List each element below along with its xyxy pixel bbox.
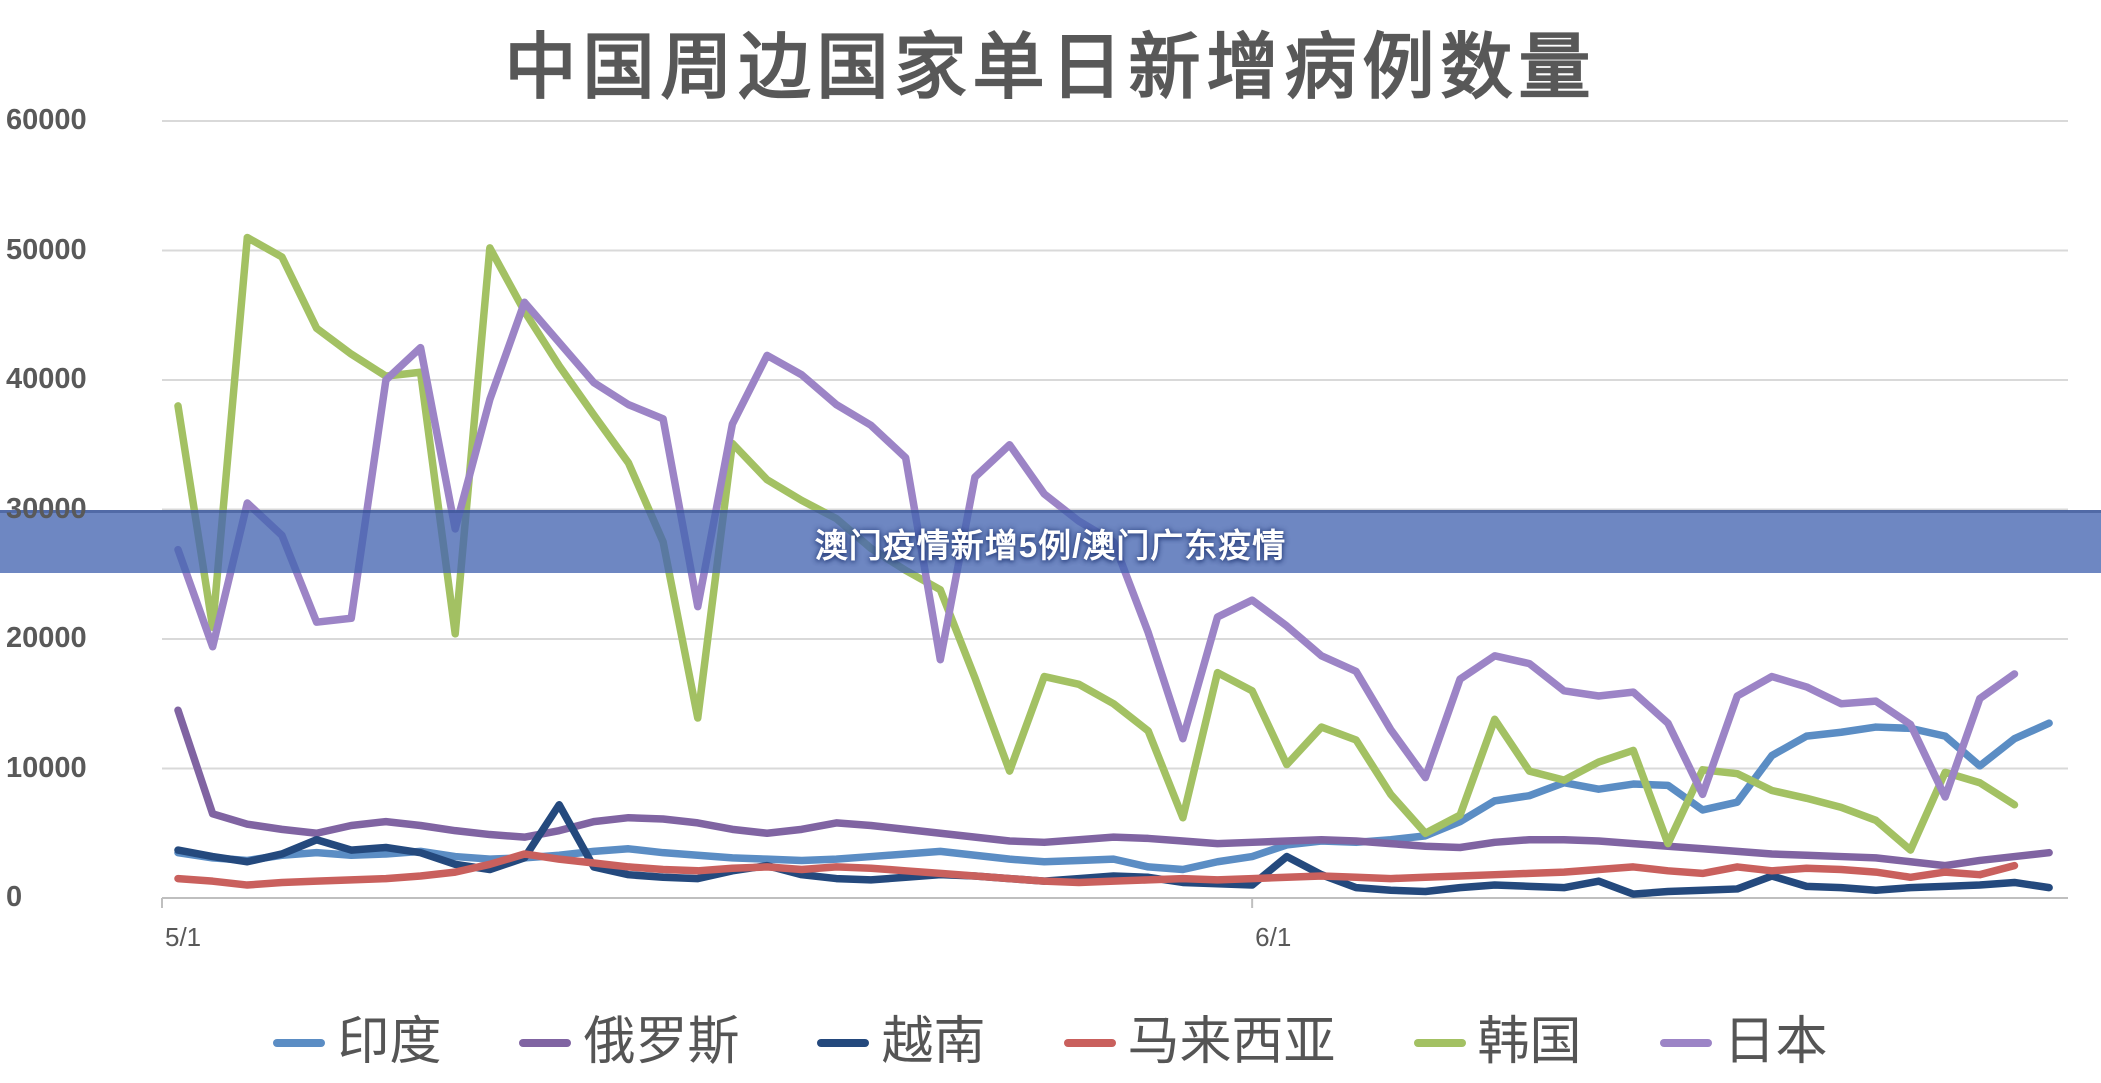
y-axis-label: 50000 <box>6 233 87 266</box>
legend-item-japan: 日本 <box>1659 1014 1828 1071</box>
legend-item-malaysia: 马来西亚 <box>1063 1014 1336 1071</box>
x-axis-label: 6/1 <box>1255 922 1292 952</box>
legend-swatch-malaysia <box>1063 1039 1116 1047</box>
series-line-俄罗斯 <box>174 706 2053 870</box>
y-axis-label: 20000 <box>6 622 87 654</box>
legend-item-vietnam: 越南 <box>817 1014 986 1071</box>
y-axis-label: 60000 <box>6 104 87 136</box>
series-line-越南 <box>174 801 2053 898</box>
y-axis-label: 10000 <box>6 751 87 784</box>
legend-label-korea: 韩国 <box>1477 1014 1582 1071</box>
series-line-马来西亚 <box>174 850 2019 889</box>
legend-swatch-korea <box>1413 1039 1466 1047</box>
legend-label-vietnam: 越南 <box>881 1014 986 1071</box>
overlay-banner: 澳门疫情新增5例/澳门广东疫情 <box>0 510 2101 573</box>
legend-label-malaysia: 马来西亚 <box>1127 1014 1336 1071</box>
legend-swatch-vietnam <box>817 1039 870 1047</box>
y-axis-label: 0 <box>6 881 23 913</box>
legend-label-japan: 日本 <box>1723 1014 1828 1071</box>
legend-swatch-india <box>273 1039 326 1047</box>
legend-item-india: 印度 <box>273 1017 441 1069</box>
legend-label-russia: 俄罗斯 <box>583 1014 740 1071</box>
chart-legend: 印度 俄罗斯 越南 马来西亚 韩国 日本 <box>0 1017 2101 1069</box>
legend-swatch-russia <box>519 1039 572 1047</box>
y-axis-label: 30000 <box>6 492 87 525</box>
legend-item-korea: 韩国 <box>1413 1014 1582 1071</box>
overlay-banner-text: 澳门疫情新增5例/澳门广东疫情 <box>814 527 1287 564</box>
y-axis-label: 40000 <box>6 363 87 395</box>
series-line-印度 <box>174 719 2053 874</box>
chart-title: 中国周边国家单日新增病例数量 <box>504 28 1597 108</box>
legend-label-india: 印度 <box>337 1014 442 1071</box>
legend-swatch-japan <box>1659 1039 1712 1047</box>
legend-item-russia: 俄罗斯 <box>519 1017 739 1069</box>
x-axis-label: 5/1 <box>165 922 202 952</box>
